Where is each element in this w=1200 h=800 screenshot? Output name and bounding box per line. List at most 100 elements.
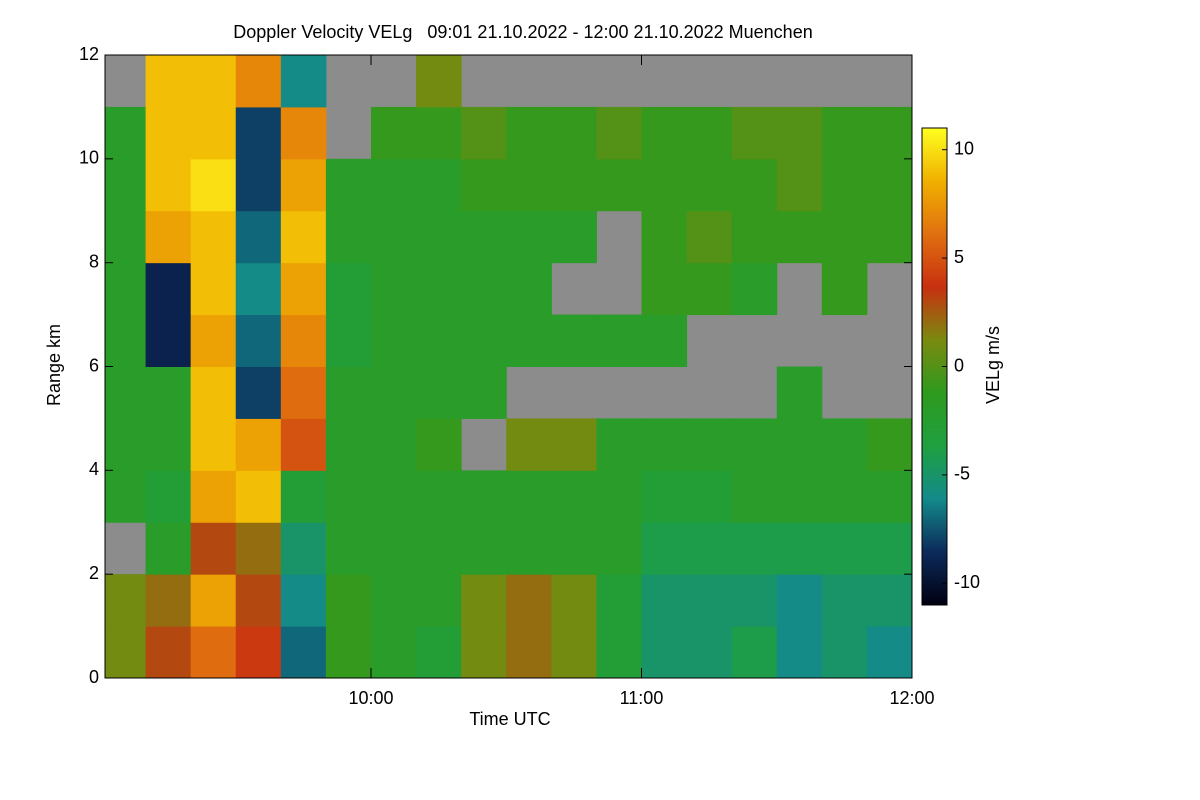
heatmap-cell [370, 470, 417, 523]
heatmap-cell [551, 574, 597, 627]
y-tick-label: 10 [79, 148, 99, 168]
heatmap-cell [461, 522, 507, 575]
heatmap-cell [145, 106, 192, 160]
heatmap-cell [280, 210, 327, 264]
heatmap-cell [190, 55, 237, 108]
heatmap-cell [776, 158, 823, 212]
colorbar-tick-label: -5 [954, 464, 970, 484]
heatmap-cell [866, 106, 913, 160]
heatmap-cell [325, 210, 372, 264]
heatmap-cell [325, 262, 372, 316]
heatmap-cell [105, 626, 147, 679]
heatmap-cell [105, 418, 147, 471]
heatmap-cell [145, 158, 192, 212]
heatmap-cell [325, 626, 372, 679]
heatmap-cell [506, 106, 552, 160]
heatmap-cell [190, 262, 237, 316]
heatmap-cell [866, 418, 913, 471]
heatmap-cell [776, 522, 823, 575]
heatmap-cell [325, 158, 372, 212]
heatmap-cell [325, 574, 372, 627]
heatmap-cell [370, 366, 417, 419]
heatmap-cell [686, 418, 733, 471]
heatmap-cell [821, 106, 868, 160]
heatmap-cell [370, 418, 417, 471]
heatmap-cell [821, 158, 868, 212]
heatmap-cell [866, 158, 913, 212]
heatmap-cell [596, 470, 642, 523]
heatmap-cell [190, 314, 237, 367]
heatmap-cell [866, 574, 913, 627]
heatmap-cell [776, 366, 823, 419]
heatmap-cell [821, 626, 868, 679]
heatmap-cell [866, 626, 913, 679]
y-tick-label: 4 [89, 459, 99, 479]
heatmap-cell [731, 522, 778, 575]
heatmap-cell [325, 418, 372, 471]
heatmap-cell [235, 314, 282, 367]
heatmap-cell [551, 626, 597, 679]
heatmap-cell [821, 418, 868, 471]
heatmap-cell [506, 574, 552, 627]
heatmap-cell [235, 55, 282, 108]
heatmap-cell [551, 106, 597, 160]
heatmap-cell [325, 470, 372, 523]
heatmap-cell [145, 210, 192, 264]
heatmap-cell [280, 55, 327, 108]
heatmap-cell [551, 210, 597, 264]
heatmap-cell [641, 470, 688, 523]
heatmap-cell [461, 262, 507, 316]
heatmap-cell [731, 470, 778, 523]
heatmap-cell [821, 210, 868, 264]
colorbar-label: VELg m/s [983, 326, 1003, 404]
heatmap-cell [416, 418, 462, 471]
heatmap-cell [190, 158, 237, 212]
heatmap-cell [190, 418, 237, 471]
heatmap-cell [235, 522, 282, 575]
heatmap-cell [105, 106, 147, 160]
heatmap-cell [686, 522, 733, 575]
heatmap-cell [145, 314, 192, 367]
heatmap-cell [776, 626, 823, 679]
heatmap-cell [370, 262, 417, 316]
heatmap-cell [776, 470, 823, 523]
x-axis-label: Time UTC [469, 709, 550, 729]
heatmap-cell [821, 574, 868, 627]
heatmap-cell [190, 522, 237, 575]
heatmap-cell [235, 574, 282, 627]
heatmap-cell [416, 366, 462, 419]
heatmap-cell [461, 574, 507, 627]
heatmap-cell [866, 522, 913, 575]
heatmap-cell [190, 574, 237, 627]
heatmap-cell [506, 470, 552, 523]
heatmap-cell [280, 574, 327, 627]
heatmap-cell [416, 470, 462, 523]
heatmap-cell [461, 106, 507, 160]
heatmap-cell [686, 158, 733, 212]
heatmap-cell [145, 55, 192, 108]
heatmap-cell [596, 418, 642, 471]
heatmap-cell [731, 262, 778, 316]
heatmap-cell [866, 210, 913, 264]
heatmap-cell [280, 158, 327, 212]
heatmap-cell [105, 366, 147, 419]
heatmap-cell [416, 314, 462, 367]
heatmap-cell [506, 314, 552, 367]
heatmap-cell [641, 158, 688, 212]
heatmap-cell [145, 470, 192, 523]
heatmap-cell [821, 522, 868, 575]
chart-title: Doppler Velocity VELg 09:01 21.10.2022 -… [233, 22, 812, 42]
heatmap-cell [461, 626, 507, 679]
heatmap-cell [190, 366, 237, 419]
heatmap-cell [280, 470, 327, 523]
heatmap-cell [641, 522, 688, 575]
heatmap-cell [280, 626, 327, 679]
heatmap-cell [190, 626, 237, 679]
heatmap-cell [235, 418, 282, 471]
heatmap-cell [506, 158, 552, 212]
heatmap-cell [235, 626, 282, 679]
heatmap-cell [596, 522, 642, 575]
heatmap-cell [731, 418, 778, 471]
heatmap-cell [280, 106, 327, 160]
heatmap-cell [461, 158, 507, 212]
